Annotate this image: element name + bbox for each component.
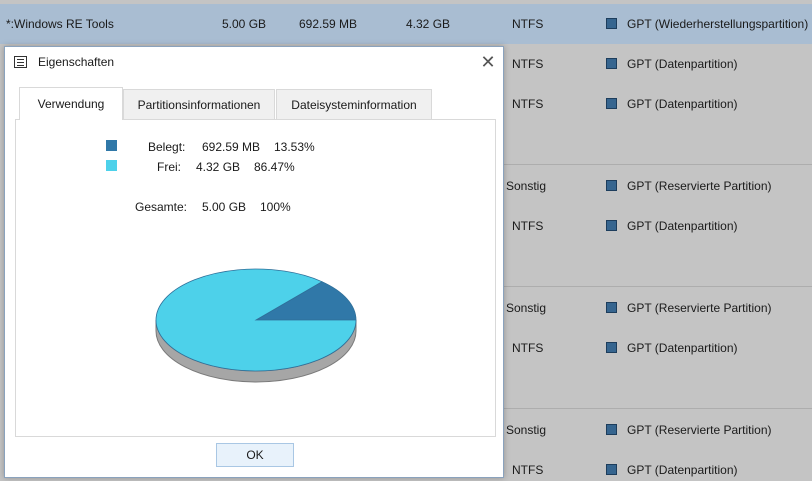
- partition-filesystem: Sonstig: [506, 179, 547, 193]
- partition-type-icon: [606, 180, 617, 191]
- properties-icon: [14, 56, 27, 68]
- partition-filesystem: NTFS: [512, 17, 544, 31]
- table-row[interactable]: Sonstig GPT (Reservierte Partition): [0, 166, 812, 206]
- disk-separator: [500, 286, 812, 287]
- ok-button[interactable]: OK: [216, 443, 294, 467]
- legend-free-swatch: [106, 160, 117, 171]
- partition-type-icon: [606, 342, 617, 353]
- partition-type: GPT (Wiederherstellungspartition): [627, 17, 809, 31]
- usage-panel: Belegt: 692.59 MB 13.53% Frei: 4.32 GB 8…: [15, 119, 496, 437]
- partition-type: GPT (Reservierte Partition): [627, 179, 772, 193]
- used-percent: 13.53%: [274, 140, 315, 154]
- used-label: Belegt:: [148, 140, 186, 154]
- partition-filesystem: NTFS: [512, 219, 544, 233]
- legend-used-swatch: [106, 140, 117, 151]
- partition-type: GPT (Reservierte Partition): [627, 423, 772, 437]
- free-value: 4.32 GB: [196, 160, 241, 174]
- partition-name: *:Windows RE Tools: [6, 17, 114, 31]
- disk-separator: [500, 164, 812, 165]
- total-label: Gesamte:: [135, 200, 188, 214]
- partition-filesystem: NTFS: [512, 463, 544, 477]
- table-row[interactable]: Sonstig GPT (Reservierte Partition): [0, 410, 812, 450]
- pie-slice-frei: [155, 268, 357, 372]
- partition-filesystem: Sonstig: [506, 423, 547, 437]
- free-percent: 86.47%: [254, 160, 295, 174]
- free-label: Frei:: [157, 160, 181, 174]
- partition-type-icon: [606, 58, 617, 69]
- partition-type: GPT (Datenpartition): [627, 57, 738, 71]
- total-value: 5.00 GB: [202, 200, 247, 214]
- table-row[interactable]: Sonstig GPT (Reservierte Partition): [0, 288, 812, 328]
- partition-type-icon: [606, 302, 617, 313]
- pie-slice-belegt: [254, 281, 357, 321]
- total-percent: 100%: [260, 200, 291, 214]
- disk-separator: [500, 408, 812, 409]
- properties-dialog: Eigenschaften ✕ Verwendung Partitionsinf…: [4, 46, 504, 478]
- used-value: 692.59 MB: [202, 140, 261, 154]
- table-row[interactable]: *:Windows RE Tools 5.00 GB 692.59 MB 4.3…: [0, 4, 812, 44]
- partition-filesystem: Sonstig: [506, 301, 547, 315]
- table-row[interactable]: NTFS GPT (Datenpartition): [0, 84, 812, 124]
- partition-type-icon: [606, 424, 617, 435]
- dialog-titlebar[interactable]: Eigenschaften ✕: [5, 47, 503, 77]
- partition-type-icon: [606, 18, 617, 29]
- table-row[interactable]: NTFS GPT (Datenpartition): [0, 44, 812, 84]
- tab-partitionsinformationen[interactable]: Partitionsinformationen: [123, 89, 275, 119]
- partition-type-icon: [606, 220, 617, 231]
- partition-filesystem: NTFS: [512, 341, 544, 355]
- dialog-title: Eigenschaften: [38, 55, 115, 69]
- partition-type: GPT (Datenpartition): [627, 219, 738, 233]
- partition-type: GPT (Reservierte Partition): [627, 301, 772, 315]
- partition-filesystem: NTFS: [512, 97, 544, 111]
- partition-used: 692.59 MB: [299, 17, 358, 31]
- partition-filesystem: NTFS: [512, 57, 544, 71]
- partition-type-icon: [606, 464, 617, 475]
- table-row[interactable]: NTFS GPT (Datenpartition): [0, 450, 812, 481]
- usage-pie-chart: [155, 268, 357, 383]
- tab-dateisysteminformation[interactable]: Dateisysteminformation: [276, 89, 432, 119]
- table-row[interactable]: NTFS GPT (Datenpartition): [0, 206, 812, 246]
- partition-type: GPT (Datenpartition): [627, 463, 738, 477]
- table-row[interactable]: NTFS GPT (Datenpartition): [0, 328, 812, 368]
- partition-capacity: 5.00 GB: [222, 17, 267, 31]
- partition-type: GPT (Datenpartition): [627, 97, 738, 111]
- close-icon[interactable]: ✕: [480, 52, 496, 72]
- partition-type: GPT (Datenpartition): [627, 341, 738, 355]
- tab-verwendung[interactable]: Verwendung: [19, 87, 123, 120]
- partition-type-icon: [606, 98, 617, 109]
- partition-free: 4.32 GB: [406, 17, 451, 31]
